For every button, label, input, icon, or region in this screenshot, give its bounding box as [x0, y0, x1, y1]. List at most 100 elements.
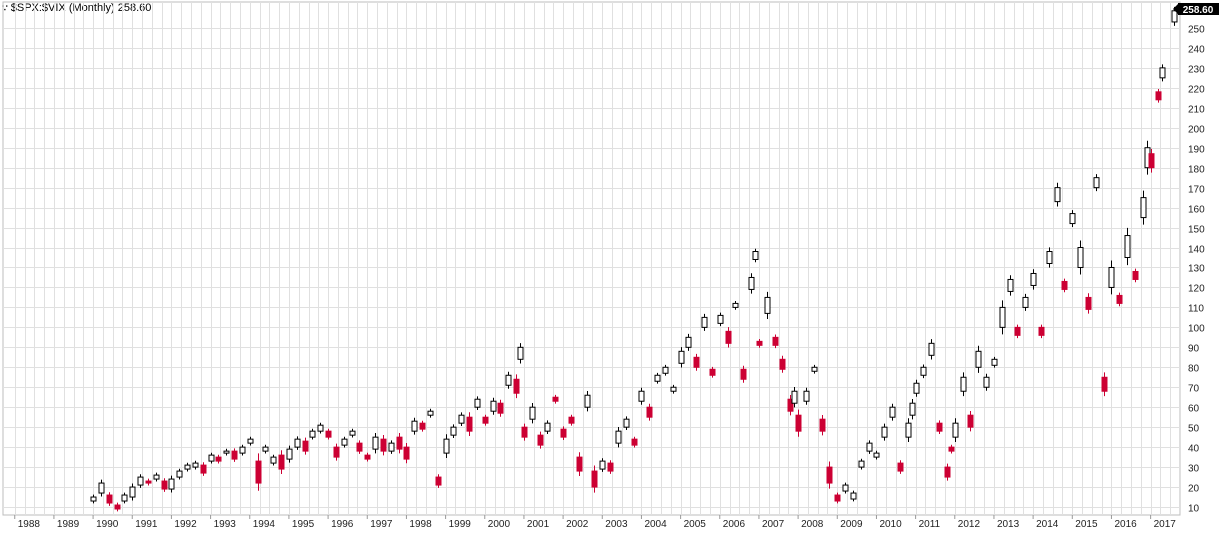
candle-body — [309, 430, 316, 438]
candle — [552, 394, 559, 404]
y-tick-label: 80 — [1188, 364, 1200, 375]
candle — [764, 291, 771, 319]
candle-body — [819, 418, 826, 432]
candle — [505, 371, 512, 389]
x-tick-label: 1988 — [18, 519, 41, 530]
candle — [654, 372, 661, 384]
candle — [905, 418, 912, 443]
candle — [137, 474, 144, 488]
candle — [732, 301, 739, 310]
candle-body — [388, 442, 395, 452]
candle-body — [1054, 187, 1061, 203]
candle-body — [897, 462, 904, 472]
y-tick-label: 240 — [1188, 45, 1205, 56]
candle-body — [834, 494, 841, 502]
candle-body — [466, 416, 473, 432]
candle-body — [270, 456, 277, 464]
candle-body — [756, 340, 763, 346]
x-tick-label: 2005 — [684, 519, 707, 530]
candle — [153, 472, 160, 482]
candle — [983, 373, 990, 391]
candle-body — [920, 366, 927, 376]
candle — [341, 436, 348, 448]
candle-body — [278, 454, 285, 470]
x-tick-label: 1992 — [174, 519, 197, 530]
candle-body — [325, 430, 332, 438]
candle — [529, 403, 536, 424]
candle-body — [928, 342, 935, 356]
candle-body — [881, 426, 888, 438]
candle — [544, 420, 551, 434]
candle — [1140, 190, 1147, 225]
y-tick-label: 60 — [1188, 404, 1200, 415]
candle — [333, 443, 340, 461]
candle-body — [560, 428, 567, 438]
candle-body — [411, 420, 418, 432]
candle-body — [380, 438, 387, 452]
candle-body — [842, 484, 849, 492]
candle — [302, 437, 309, 455]
candle — [490, 397, 497, 415]
candle-body — [517, 346, 524, 360]
candle — [693, 353, 700, 371]
candle-body — [576, 456, 583, 472]
candle — [1030, 269, 1037, 290]
x-tick-label: 1995 — [292, 519, 315, 530]
candle — [497, 399, 504, 417]
candle-body — [90, 496, 97, 502]
stockcharts-logo-icon: ∵ — [2, 2, 8, 13]
candle — [928, 339, 935, 360]
candle-body — [168, 478, 175, 490]
candle — [873, 450, 880, 460]
candle — [537, 431, 544, 449]
candle-body — [909, 402, 916, 416]
candle-body — [701, 316, 708, 328]
candle — [419, 420, 426, 432]
candle-body — [1038, 326, 1045, 336]
candle — [772, 334, 779, 349]
candle-body — [262, 446, 269, 452]
x-tick-label: 1998 — [409, 519, 432, 530]
candle-body — [302, 440, 309, 452]
candle-body — [967, 414, 974, 428]
candle-body — [1030, 272, 1037, 286]
candle — [1101, 372, 1108, 397]
last-value-badge: 258.60 — [1173, 3, 1219, 16]
candle — [678, 347, 685, 368]
candle — [458, 412, 465, 426]
candle-body — [1132, 270, 1139, 280]
candle-body — [1116, 294, 1123, 304]
candle-body — [129, 486, 136, 498]
candle-layer — [90, 6, 1178, 512]
candle-body — [858, 460, 865, 468]
candle-body — [787, 398, 794, 412]
candle — [779, 355, 786, 373]
candle-body — [231, 450, 238, 460]
candle-body — [294, 438, 301, 448]
candle — [270, 454, 277, 466]
candle-body — [752, 251, 759, 260]
y-tick-label: 20 — [1188, 484, 1200, 495]
last-value-label: 258.60 — [1183, 5, 1214, 16]
y-tick-label: 150 — [1188, 225, 1205, 236]
candle — [819, 414, 826, 436]
chart-title-bar: ∵ $SPX:$VIX (Monthly) 258.60 — [2, 2, 151, 14]
candle — [466, 412, 473, 437]
candle — [646, 403, 653, 421]
candle-body — [341, 438, 348, 446]
candle — [717, 312, 724, 327]
candle — [411, 417, 418, 435]
candle-body — [1101, 376, 1108, 392]
candle — [286, 445, 293, 463]
candle — [1155, 89, 1162, 103]
candle-body — [106, 494, 113, 504]
candle-body — [223, 450, 230, 454]
candle-body — [435, 476, 442, 486]
candle-body — [873, 452, 880, 458]
candle — [176, 468, 183, 480]
candle-body — [638, 390, 645, 402]
y-tick-label: 40 — [1188, 444, 1200, 455]
candle-body — [497, 402, 504, 414]
candle-body — [1077, 247, 1084, 268]
